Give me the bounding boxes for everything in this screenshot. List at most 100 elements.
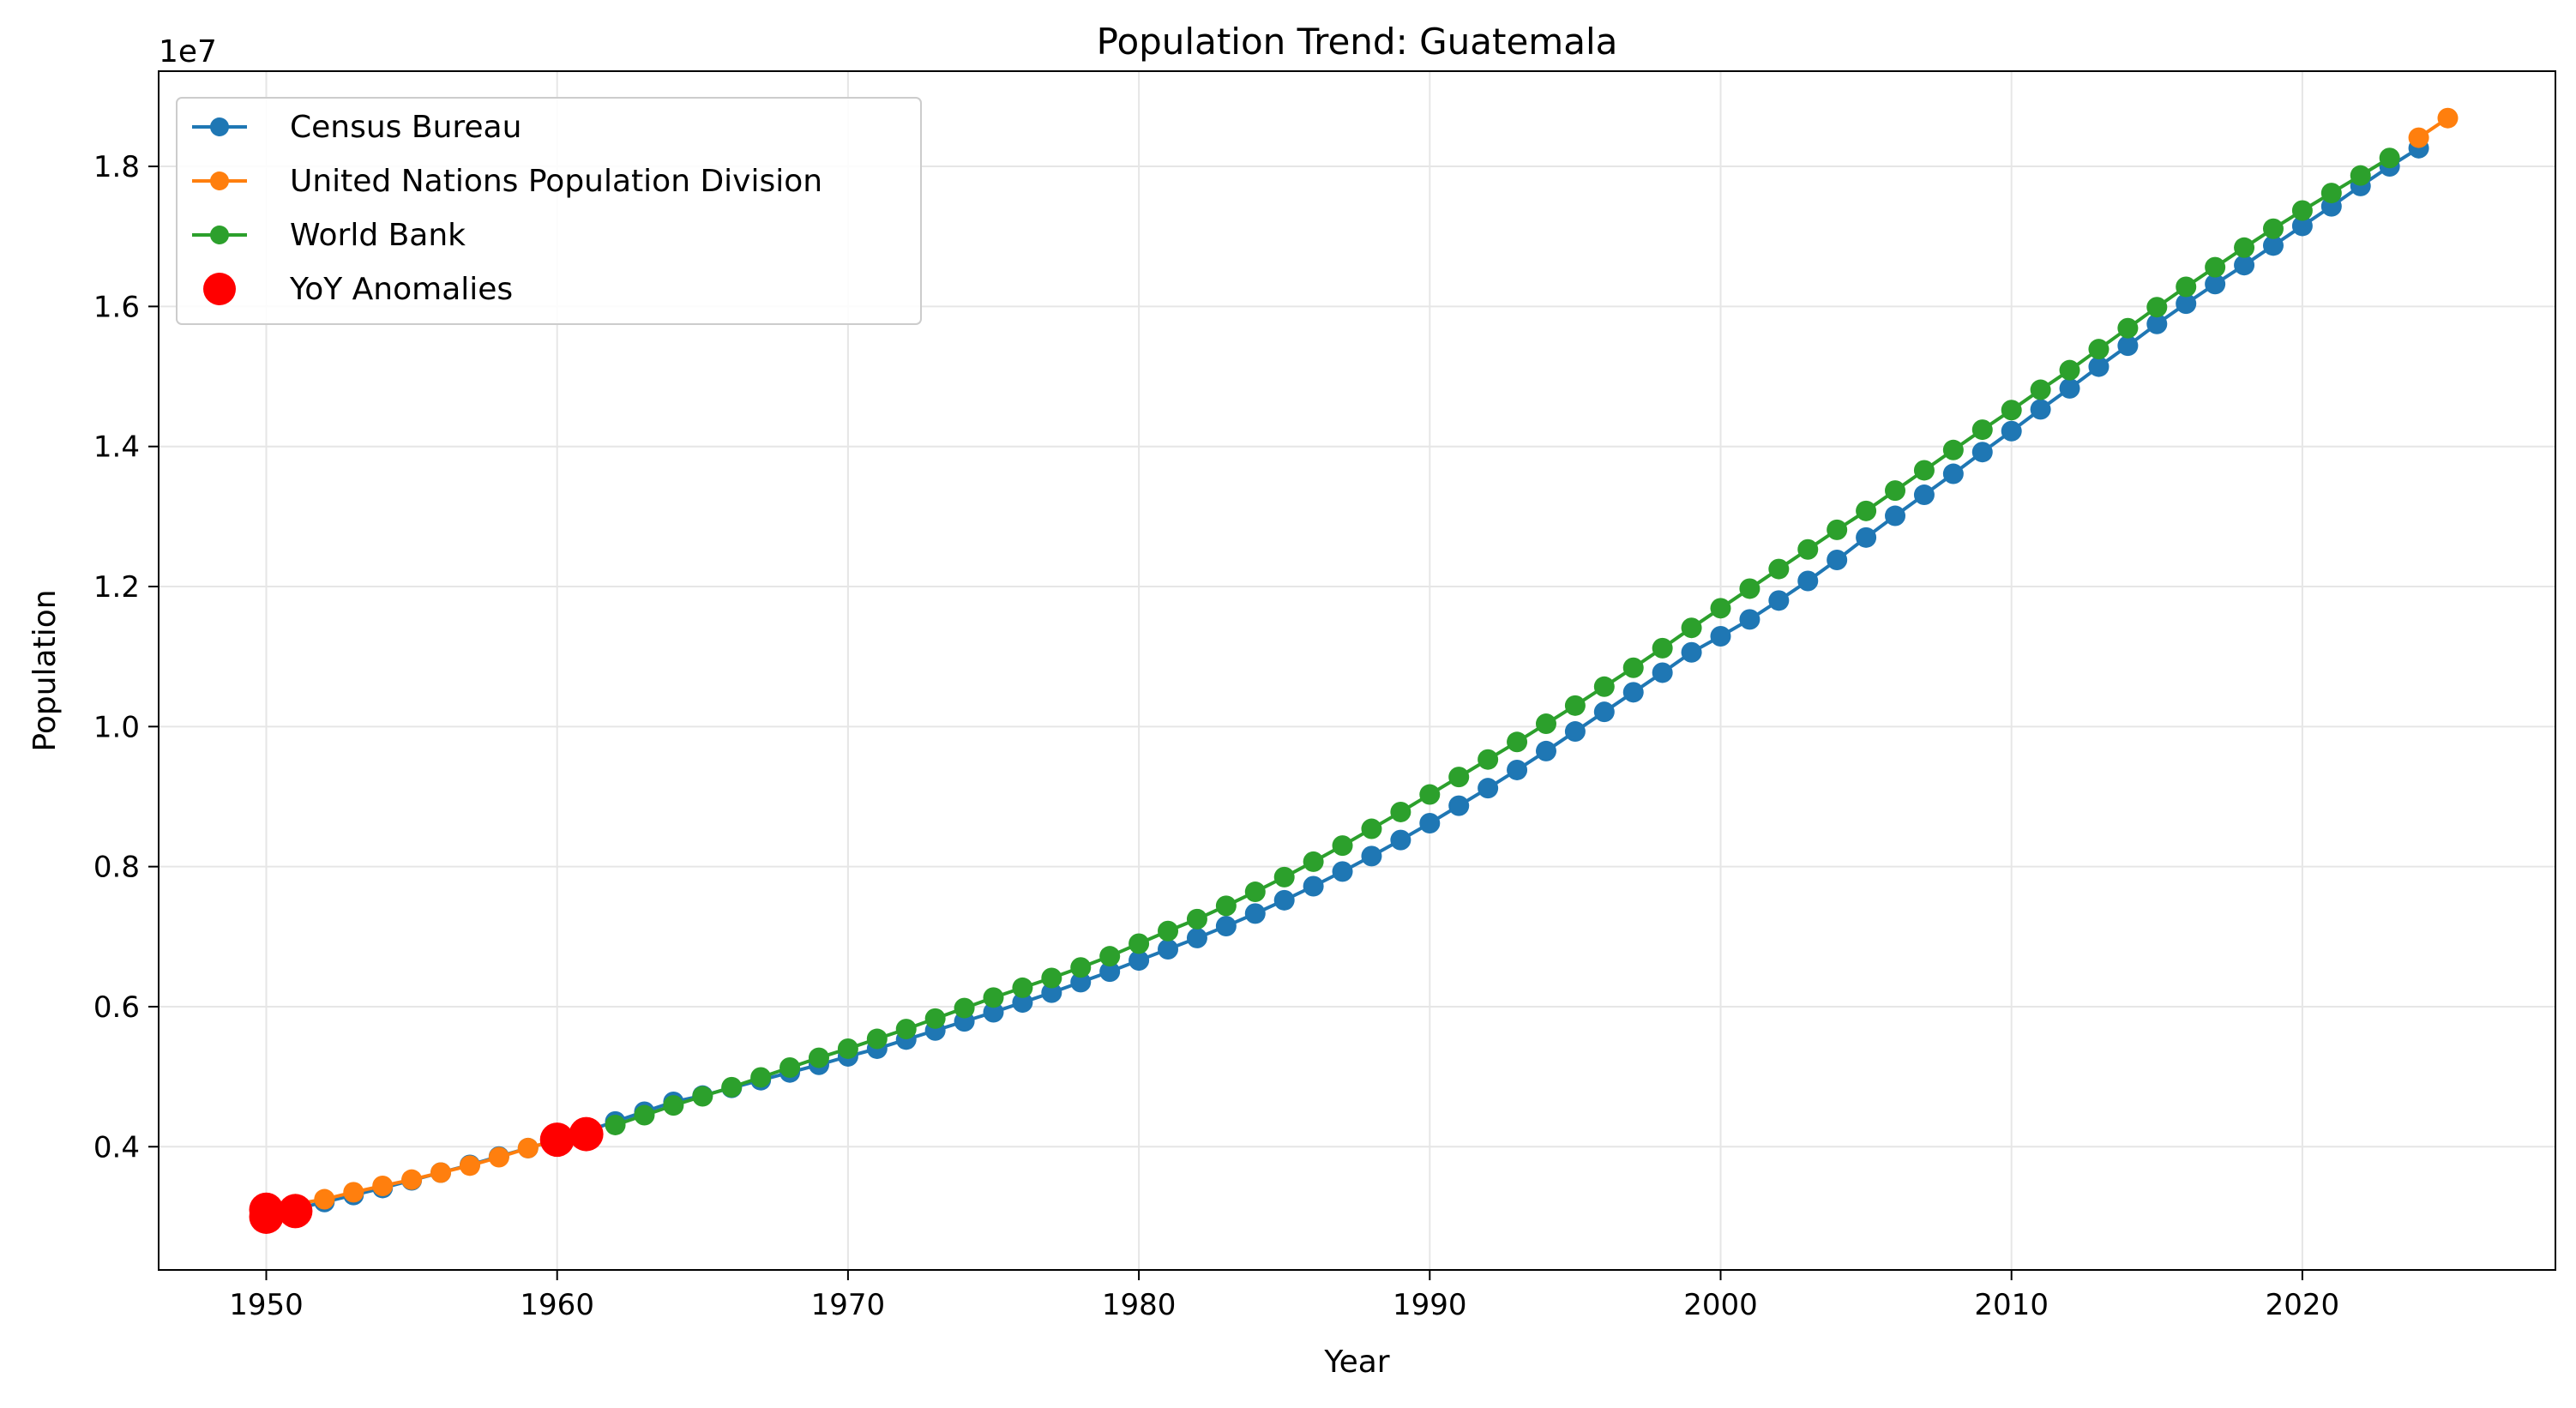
data-point [2262,235,2284,256]
data-point [1768,590,1790,611]
x-tick-label: 2000 [1683,1288,1758,1322]
data-point [2291,215,2313,237]
legend-item: United Nations Population Division [192,164,822,199]
data-point [1535,713,1556,735]
plot-frame [158,70,2556,1271]
data-point [750,1067,772,1088]
data-point [1070,957,1092,978]
data-point [1041,982,1062,1003]
data-point [2408,127,2429,148]
y-tick-label: 1.2 [93,570,140,605]
data-point [430,1162,452,1183]
data-point [605,1114,626,1135]
axes: 1950 1960 1970 1980 1990 2000 2010 2020 0.4 0.6 0.… [93,150,2339,1322]
data-point [1215,916,1237,937]
data-point [2350,165,2371,186]
data-point [1913,484,1935,506]
data-point [1768,558,1790,580]
data-point [1186,908,1207,930]
data-point [1303,851,1324,872]
x-axis-label: Year [1323,1345,1389,1380]
y-tick-label: 1.8 [93,150,140,184]
data-point [1186,927,1207,948]
data-point [1797,570,1819,592]
data-point [1361,845,1382,867]
data-point [1478,749,1499,770]
data-point [1942,463,1964,484]
x-tick-label: 1970 [811,1288,886,1322]
data-point [2205,274,2226,295]
data-point [2176,276,2197,298]
x-tick-label: 1950 [229,1288,304,1322]
data-point [1361,818,1382,839]
data-point [1710,598,1731,619]
data-point [1158,920,1179,942]
y-tick-label: 0.4 [93,1130,140,1164]
data-point [2146,313,2168,334]
data-point [1739,578,1760,599]
data-point [2234,237,2255,258]
data-point [1942,439,1964,460]
data-point [1448,767,1470,788]
data-point [1273,889,1295,911]
series-layer [249,107,2459,1234]
data-point [1478,778,1499,799]
anomaly-point [539,1122,575,1158]
data-point [1856,500,1877,521]
legend: Census Bureau United Nations Population D… [176,97,922,325]
data-point [2059,359,2080,381]
chart-title: Population Trend: Guatemala [1097,21,1618,63]
data-point [2117,335,2139,357]
data-point [1390,801,1411,822]
data-point [1332,835,1353,857]
legend-label: YoY Anomalies [289,272,513,307]
data-point [1507,731,1528,753]
legend-item: YoY Anomalies [203,272,513,307]
data-point [2030,379,2051,400]
y-tick-label: 0.6 [93,990,140,1025]
data-point [866,1028,888,1050]
y-tick-label: 1.6 [93,290,140,324]
data-point [1652,662,1673,683]
data-point [1681,617,1702,639]
anomaly-point [278,1194,313,1229]
data-point [1507,759,1528,780]
y-axis-label: Population [27,589,63,751]
data-point [1041,967,1062,989]
legend-item: World Bank [192,218,466,253]
data-point [837,1038,858,1059]
data-point [1012,977,1033,998]
x-tick-label: 1990 [1393,1288,1467,1322]
data-point [1448,795,1470,816]
data-point [372,1176,394,1197]
data-point [2234,255,2255,276]
data-point [2262,218,2284,239]
data-point [2088,356,2110,377]
data-point [895,1019,917,1040]
data-point [2059,377,2080,399]
x-tick-label: 1980 [1102,1288,1177,1322]
data-point [1885,480,1906,502]
data-point [808,1047,829,1068]
data-point [924,1008,946,1029]
data-point [517,1137,539,1158]
data-point [1129,933,1150,954]
legend-box [176,97,922,325]
data-point [1419,784,1441,805]
data-point [1012,992,1033,1014]
data-point [1099,961,1121,983]
data-point [2001,400,2022,421]
data-point [721,1076,743,1098]
legend-label: World Bank [290,218,466,253]
data-point [954,997,975,1019]
data-point [1971,442,1993,463]
legend-label: United Nations Population Division [290,164,822,199]
data-point [1129,950,1150,972]
data-point [1710,625,1731,647]
data-point [1099,946,1121,967]
data-point [2030,399,2051,420]
data-point [2437,107,2459,129]
x-tick-label: 2010 [1974,1288,2049,1322]
